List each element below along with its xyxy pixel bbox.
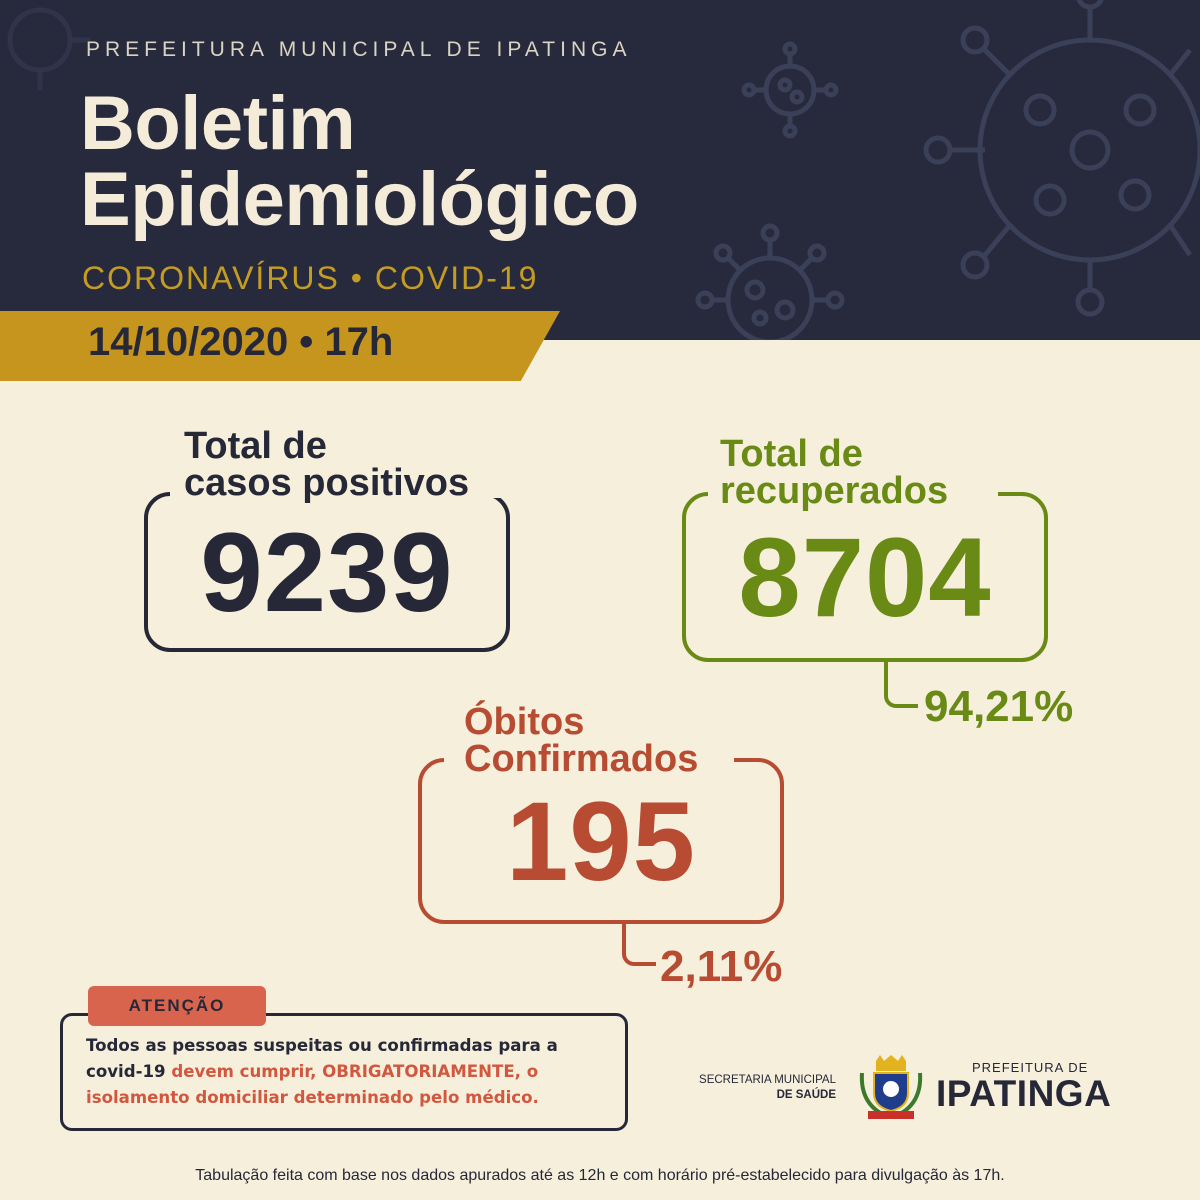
header-banner: PREFEITURA MUNICIPAL DE IPATINGA Boletim… [0,0,1200,340]
footer-note: Tabulação feita com base nos dados apura… [195,1167,1005,1184]
organization-name: PREFEITURA MUNICIPAL DE IPATINGA [86,38,632,61]
attention-notice-box [60,1013,628,1131]
ipatinga-logo-text: IPATINGA [936,1073,1112,1114]
recovered-value: 8704 [738,514,992,640]
page-title-line1: Boletim [80,81,356,166]
deaths-percent: 2,11% [660,942,783,991]
prefeitura-label: PREFEITURA DE [972,1060,1089,1075]
deaths-value: 195 [506,778,696,904]
recovered-connector [884,660,918,708]
positive-cases-box: 9239 [144,492,510,652]
bulletin-date: 14/10/2020 • 17h [88,320,394,364]
deaths-connector [622,922,656,966]
deaths-box: 195 [418,758,784,924]
municipal-crest-icon [859,1055,923,1119]
deaths-label: Óbitos Confirmados [464,701,699,780]
date-banner [0,311,560,381]
positive-cases-label: Total de casos positivos [184,425,470,504]
health-secretariat-label: SECRETARIA MUNICIPAL DE SAÚDE [699,1074,836,1101]
attention-tag: ATENÇÃO [88,986,266,1026]
recovered-label: Total de recuperados [720,433,949,512]
page-title-line2: Epidemiológico [80,157,639,242]
positive-cases-value: 9239 [200,509,454,635]
virus-decoration-icon [7,0,1200,340]
recovered-percent: 94,21% [924,682,1074,731]
attention-message: Todos as pessoas suspeitas ou confirmada… [86,1036,558,1107]
recovered-box: 8704 [682,492,1048,662]
subtitle: CORONAVÍRUS • COVID-19 [82,260,539,296]
